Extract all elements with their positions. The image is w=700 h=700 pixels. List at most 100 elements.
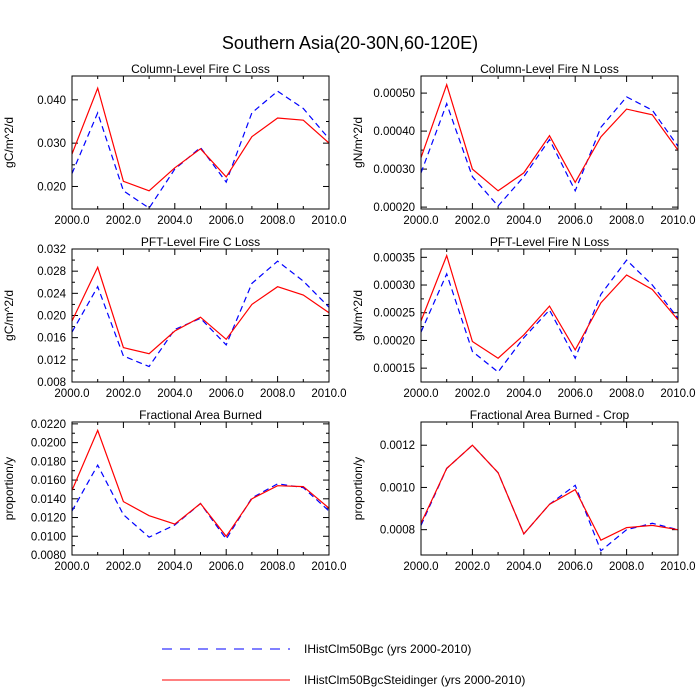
- x-tick-label: 2006.0: [209, 388, 244, 400]
- y-axis-label: gC/m^2/d: [2, 290, 16, 341]
- y-tick-label: 0.0180: [31, 456, 66, 468]
- x-tick-label: 2004.0: [506, 215, 541, 227]
- x-tick-label: 2002.0: [455, 388, 490, 400]
- y-tick-label: 0.0200: [31, 438, 66, 450]
- chart-panel-5: Fractional Area Burned proportion/y 2000.0…: [2, 408, 347, 573]
- y-tick-label: 0.0140: [31, 494, 66, 506]
- x-tick-label: 2006.0: [558, 388, 593, 400]
- plot-frame: [71, 248, 330, 383]
- plot-frame: [420, 421, 679, 556]
- y-tick-label: 0.032: [37, 244, 66, 256]
- series-line-ihistclm50bgcsteidinger: [72, 428, 329, 538]
- x-tick-label: 2004.0: [157, 215, 192, 227]
- series-line-ihistclm50bgcsteidinger: [72, 86, 329, 192]
- x-tick-label: 2010.0: [660, 215, 695, 227]
- panel-title: PFT-Level Fire C Loss: [141, 235, 260, 249]
- plot-frame: [420, 248, 679, 383]
- y-tick-label: 0.0012: [380, 440, 415, 452]
- x-tick-label: 2010.0: [660, 561, 695, 573]
- y-tick-label: 0.020: [37, 311, 66, 323]
- x-tick-label: 2006.0: [558, 561, 593, 573]
- y-tick-label: 0.0100: [31, 531, 66, 543]
- y-tick-label: 0.0160: [31, 475, 66, 487]
- x-tick-label: 2010.0: [311, 215, 346, 227]
- plot-frame: [420, 75, 679, 210]
- legend-label-2: IHistClm50BgcSteidinger (yrs 2000-2010): [304, 673, 525, 687]
- y-tick-label: 0.00030: [373, 280, 415, 292]
- x-tick-label: 2000.0: [54, 215, 89, 227]
- chart-panel-2: Column-Level Fire N Loss gN/m^2/d 2000.0 20…: [351, 62, 696, 227]
- x-tick-label: 2002.0: [106, 388, 141, 400]
- y-tick-label: 0.024: [37, 288, 66, 300]
- panel-title: Column-Level Fire C Loss: [131, 62, 270, 76]
- x-tick-label: 2008.0: [609, 388, 644, 400]
- x-tick-label: 2008.0: [609, 215, 644, 227]
- x-tick-label: 2006.0: [558, 215, 593, 227]
- y-tick-label: 0.040: [37, 95, 66, 107]
- x-tick-label: 2004.0: [506, 561, 541, 573]
- legend-label-1: IHistClm50Bgc (yrs 2000-2010): [304, 642, 471, 656]
- x-tick-label: 2008.0: [260, 215, 295, 227]
- plot-frame: [71, 421, 330, 556]
- y-tick-label: 0.008: [37, 377, 66, 389]
- y-tick-label: 0.0080: [31, 550, 66, 562]
- y-tick-label: 0.0120: [31, 513, 66, 525]
- y-tick-label: 0.016: [37, 333, 66, 345]
- x-tick-label: 2000.0: [403, 388, 438, 400]
- y-tick-label: 0.00030: [373, 164, 415, 176]
- series-line-ihistclm50bgcsteidinger: [421, 444, 678, 541]
- chart-panel-4: PFT-Level Fire N Loss gN/m^2/d 2000.0 2002.…: [351, 235, 696, 400]
- x-tick-label: 2010.0: [311, 388, 346, 400]
- y-axis-label: proportion/y: [351, 457, 365, 520]
- x-tick-label: 2008.0: [260, 561, 295, 573]
- chart-panel-6: Fractional Area Burned - Crop proportion/…: [351, 408, 696, 573]
- y-tick-label: 0.012: [37, 355, 66, 367]
- series-line-ihistclm50bgcsteidinger: [421, 253, 678, 359]
- x-tick-label: 2004.0: [157, 561, 192, 573]
- panel-title: Column-Level Fire N Loss: [480, 62, 619, 76]
- series-line-ihistclm50bgcsteidinger: [421, 82, 678, 192]
- x-tick-label: 2006.0: [209, 215, 244, 227]
- legend: IHistClm50Bgc (yrs 2000-2010) IHistClm50B…: [162, 642, 525, 687]
- y-tick-label: 0.00035: [373, 252, 415, 264]
- panels: Column-Level Fire C Loss gC/m^2/d 2000.0 20…: [2, 62, 696, 573]
- chart-panel-1: Column-Level Fire C Loss gC/m^2/d 2000.0 20…: [2, 62, 347, 227]
- y-tick-label: 0.00020: [373, 202, 415, 214]
- x-tick-label: 2002.0: [455, 215, 490, 227]
- x-tick-label: 2008.0: [609, 561, 644, 573]
- x-tick-label: 2008.0: [260, 388, 295, 400]
- x-tick-label: 2000.0: [54, 388, 89, 400]
- x-tick-label: 2000.0: [403, 215, 438, 227]
- x-tick-label: 2002.0: [106, 215, 141, 227]
- series-line-ihistclm50bgc: [72, 90, 329, 209]
- series-line-ihistclm50bgc: [421, 259, 678, 373]
- y-tick-label: 0.028: [37, 266, 66, 278]
- chart-panel-3: PFT-Level Fire C Loss gC/m^2/d 2000.0 2002.…: [2, 235, 347, 400]
- y-tick-label: 0.00025: [373, 308, 415, 320]
- y-axis-label: gC/m^2/d: [2, 117, 16, 168]
- y-tick-label: 0.020: [37, 181, 66, 193]
- y-tick-label: 0.00020: [373, 335, 415, 347]
- series-line-ihistclm50bgcsteidinger: [72, 265, 329, 355]
- series-line-ihistclm50bgc: [72, 260, 329, 368]
- y-tick-label: 0.0010: [380, 482, 415, 494]
- x-tick-label: 2000.0: [54, 561, 89, 573]
- x-tick-label: 2010.0: [660, 388, 695, 400]
- x-tick-label: 2010.0: [311, 561, 346, 573]
- panel-title: Fractional Area Burned: [139, 408, 262, 422]
- figure-title: Southern Asia(20-30N,60-120E): [222, 33, 478, 53]
- x-tick-label: 2000.0: [403, 561, 438, 573]
- panel-title: Fractional Area Burned - Crop: [470, 408, 630, 422]
- y-axis-label: gN/m^2/d: [351, 117, 365, 168]
- y-tick-label: 0.00040: [373, 126, 415, 138]
- series-line-ihistclm50bgc: [421, 444, 678, 552]
- panel-title: PFT-Level Fire N Loss: [490, 235, 609, 249]
- series-line-ihistclm50bgc: [72, 463, 329, 541]
- x-tick-label: 2002.0: [455, 561, 490, 573]
- y-tick-label: 0.0008: [380, 525, 415, 537]
- y-axis-label: gN/m^2/d: [351, 290, 365, 341]
- x-tick-label: 2006.0: [209, 561, 244, 573]
- plot-frame: [71, 75, 330, 210]
- x-tick-label: 2004.0: [157, 388, 192, 400]
